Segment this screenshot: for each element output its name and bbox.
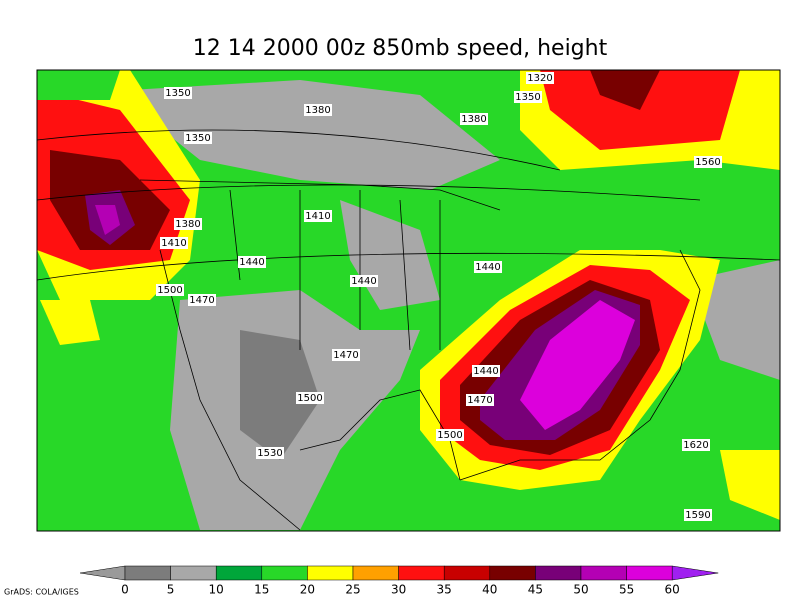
colorbar-box: [124, 565, 171, 581]
contour-labels: 1320 1350 1350 1380 1380 1350 1560 1410 1380 1410…: [156, 72, 722, 521]
colorbar-label: 45: [528, 583, 543, 597]
colorbar-box: [398, 565, 445, 581]
colorbar-box: [307, 565, 354, 581]
contour-label-box: [184, 132, 212, 144]
contour-label: 1560: [695, 157, 720, 168]
map-frame: [36, 69, 781, 532]
colorbar-label: 0: [121, 583, 129, 597]
map-title: 12 14 2000 00z 850mb speed, height: [193, 36, 608, 61]
contour-label-box: [460, 113, 488, 125]
credit: GrADS: COLA/IGES: [4, 588, 79, 597]
contour-label: 1380: [461, 114, 486, 125]
contour-label: 1530: [257, 448, 282, 459]
colorbar-label: 55: [619, 583, 634, 597]
contour-label: 1350: [515, 92, 540, 103]
contour-label: 1440: [239, 257, 264, 268]
contour-label: 1440: [475, 262, 500, 273]
colorbar-box: [170, 565, 217, 581]
contour-label-box: [332, 349, 360, 361]
contour-label-box: [466, 394, 494, 406]
colorbar-label: 5: [167, 583, 175, 597]
contour-label: 1380: [175, 219, 200, 230]
contour-label-box: [156, 284, 184, 296]
contour-label: 1320: [527, 73, 552, 84]
contour-label-box: [694, 156, 722, 168]
contour-label-box: [474, 261, 502, 273]
contour-label: 1470: [189, 295, 214, 306]
colorbar-box: [580, 565, 627, 581]
contour-label-box: [164, 87, 192, 99]
contour-label: 1620: [683, 440, 708, 451]
colorbar-box: [215, 565, 263, 581]
contour-label-box: [304, 210, 332, 222]
contour-label: 1410: [161, 238, 186, 249]
colorbar-box: [626, 565, 673, 581]
contour-label-box: [682, 439, 710, 451]
colorbar-label: 35: [437, 583, 452, 597]
contour-label-box: [350, 275, 378, 287]
colorbar-box: [489, 565, 536, 581]
contour-label: 1500: [297, 393, 322, 404]
colorbar-label: 40: [482, 583, 497, 597]
contour-label-box: [436, 429, 464, 441]
colorbar-box: [352, 565, 399, 581]
contour-label: 1500: [437, 430, 462, 441]
colorbar-arrow-high: [671, 565, 719, 581]
contour-label-box: [472, 365, 500, 377]
colorbar-label: 60: [665, 583, 680, 597]
contour-label: 1470: [333, 350, 358, 361]
colorbar-label: 50: [573, 583, 588, 597]
contour-label-box: [238, 256, 266, 268]
contour-label-box: [160, 237, 188, 249]
colorbar-box: [261, 565, 308, 581]
contour-label-box: [174, 218, 202, 230]
colorbar-label: 15: [254, 583, 269, 597]
colorbar-label: 10: [209, 583, 224, 597]
contour-label: 1500: [157, 285, 182, 296]
contour-label-box: [304, 104, 332, 116]
map-field: [37, 70, 780, 531]
boundaries: [37, 129, 780, 531]
contour-label-box: [526, 72, 554, 84]
contour-label: 1380: [305, 105, 330, 116]
colorbar-label: 30: [391, 583, 406, 597]
contour-label: 1350: [165, 88, 190, 99]
contour-label-box: [296, 392, 324, 404]
contour-label: 1440: [473, 366, 498, 377]
colorbar-arrow-low: [79, 565, 126, 581]
colorbar-box: [535, 565, 582, 581]
contour-label: 1440: [351, 276, 376, 287]
contour-label-box: [684, 509, 712, 521]
contour-label: 1590: [685, 510, 710, 521]
contour-label-box: [256, 447, 284, 459]
colorbar-label: 20: [300, 583, 315, 597]
contour-label-box: [514, 91, 542, 103]
contour-label: 1410: [305, 211, 330, 222]
contour-label: 1470: [467, 395, 492, 406]
contour-label-box: [188, 294, 216, 306]
colorbar-label: 25: [345, 583, 360, 597]
colorbar-box: [443, 565, 491, 581]
contour-label: 1350: [185, 133, 210, 144]
colorbar: 0 5 10 15 20 25 30 35 40 45 50 55 60: [79, 565, 719, 597]
